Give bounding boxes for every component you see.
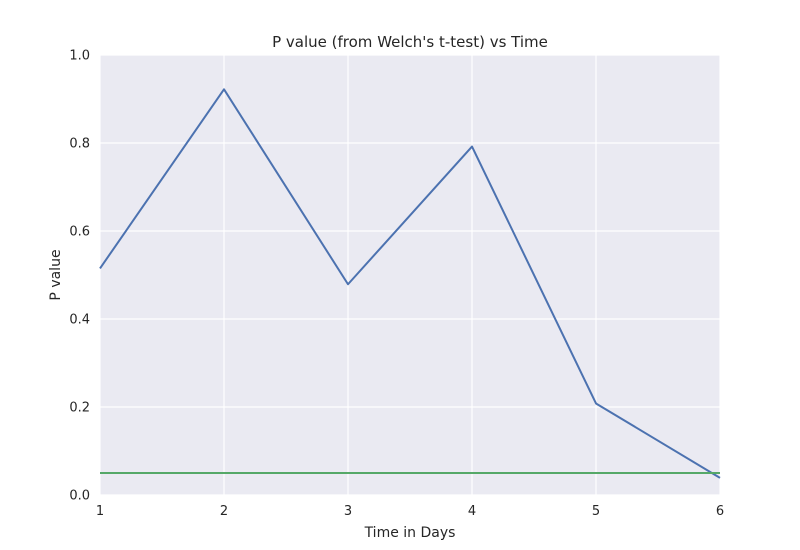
y-tick-labels: 0.0 0.2 0.4 0.6 0.8 1.0 [69, 49, 90, 504]
x-tick-label: 4 [468, 504, 476, 519]
series-layer [99, 88, 721, 479]
x-tick-label: 2 [220, 504, 228, 519]
x-tick-labels: 1 2 3 4 5 6 [96, 504, 724, 519]
x-tick-label: 3 [344, 504, 352, 519]
y-axis-label: P value [48, 249, 64, 300]
plot-area [100, 55, 720, 495]
x-tick-label: 6 [716, 504, 724, 519]
series-line-1 [99, 88, 721, 479]
y-tick-label: 0.0 [69, 489, 90, 504]
y-tick-label: 0.6 [69, 225, 90, 240]
x-tick-label: 5 [592, 504, 600, 519]
y-tick-label: 1.0 [69, 49, 90, 64]
x-gridlines [99, 55, 721, 495]
y-tick-label: 0.4 [69, 313, 90, 328]
y-tick-label: 0.8 [69, 137, 90, 152]
x-axis-label: Time in Days [364, 525, 456, 541]
y-gridlines [100, 54, 720, 496]
x-tick-label: 1 [96, 504, 104, 519]
chart-title: P value (from Welch's t-test) vs Time [272, 33, 548, 51]
y-tick-label: 0.2 [69, 401, 90, 416]
